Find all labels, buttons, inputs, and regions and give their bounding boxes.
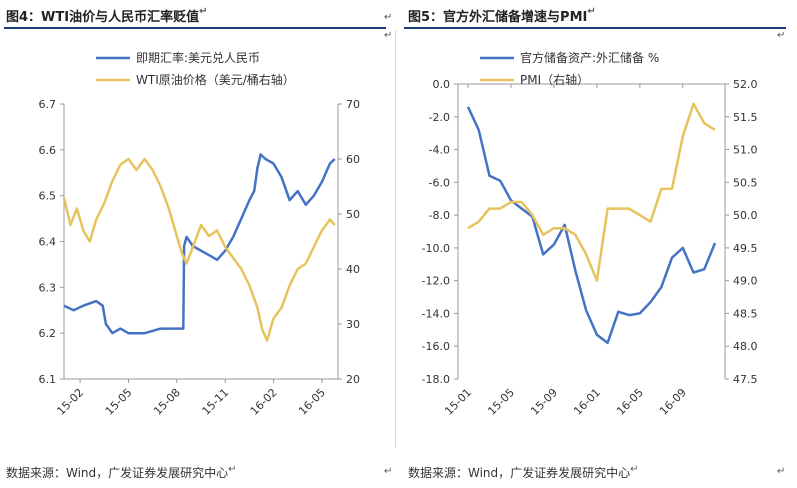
- right-source-note: 数据来源：Wind，广发证券发展研究中心 ↵: [408, 464, 639, 480]
- legend-label: 即期汇率:美元兑人民币: [136, 50, 260, 65]
- right-tick-label: 50.0: [733, 209, 758, 222]
- left-tick-label: -18.0: [422, 373, 450, 386]
- right-tick-label: 70: [346, 98, 360, 111]
- x-tick-label: 15-05: [485, 386, 517, 418]
- series-line-yellow: [467, 102, 716, 282]
- right-tick-label: 48.5: [733, 307, 758, 320]
- left-tick-label: 6.1: [39, 373, 57, 386]
- left-tick-label: -16.0: [422, 340, 450, 353]
- x-tick-label: 15-05: [103, 386, 135, 418]
- left-tick-label: -6.0: [429, 176, 450, 189]
- left-source-note: 数据来源：Wind，广发证券发展研究中心 ↵: [6, 464, 237, 480]
- right-tick-label: 20: [346, 373, 360, 386]
- right-tick-label: 49.5: [733, 242, 758, 255]
- x-tick-label: 16-01: [571, 386, 603, 418]
- left-chart: 6.1 6.2 6.3 6.4 6.5 6.6 6.7 20 30 40 50 60 70 15-02 15…: [39, 50, 361, 418]
- series-line-blue: [466, 106, 717, 345]
- right-tick-label: 52.0: [733, 78, 758, 91]
- paragraph-mark: ↵: [777, 466, 786, 477]
- left-tick-label: 6.6: [39, 144, 57, 157]
- right-tick-label: 48.0: [733, 340, 758, 353]
- left-title-rule: [4, 27, 386, 29]
- x-tick-label: 15-02: [54, 386, 86, 418]
- right-tick-label: 50: [346, 208, 360, 221]
- right-tick-label: 51.0: [733, 144, 758, 157]
- left-tick-label: -10.0: [422, 242, 450, 255]
- left-tick-label: -4.0: [429, 144, 450, 157]
- left-tick-label: 6.7: [39, 98, 57, 111]
- paragraph-mark: ↵: [777, 30, 786, 41]
- left-tick-label: 6.5: [39, 190, 57, 203]
- x-tick-label: 15-01: [442, 386, 474, 418]
- left-chart-title: 图4：WTI油价与人民币汇率贬值 ↵: [6, 6, 208, 25]
- right-tick-label: 47.5: [733, 373, 758, 386]
- paragraph-mark: ↵: [384, 12, 393, 23]
- right-tick-label: 40: [346, 263, 360, 276]
- right-chart: 0.0 -2.0 -4.0 -6.0 -8.0 -10.0 -12.0 -14.0 -16.0 -…: [422, 50, 758, 418]
- right-tick-label: 30: [346, 318, 360, 331]
- left-tick-label: 6.2: [39, 327, 57, 340]
- series-line-yellow: [62, 157, 336, 342]
- right-tick-label: 49.0: [733, 275, 758, 288]
- left-tick-label: 6.4: [39, 236, 57, 249]
- legend-label: PMI（右轴）: [520, 72, 589, 87]
- left-tick-label: 6.3: [39, 281, 57, 294]
- x-tick-label: 16-09: [657, 386, 689, 418]
- x-tick-label: 15-11: [200, 386, 232, 418]
- right-chart-title: 图5：官方外汇储备增速与PMI ↵: [408, 6, 596, 25]
- column-separator: [395, 30, 396, 448]
- left-tick-label: 0.0: [433, 78, 451, 91]
- left-tick-label: -14.0: [422, 307, 450, 320]
- legend-label: WTI原油价格（美元/桶右轴）: [136, 72, 295, 87]
- legend-label: 官方储备资产:外汇储备 %: [520, 50, 659, 65]
- x-tick-label: 15-09: [528, 386, 560, 418]
- right-tick-label: 51.5: [733, 111, 758, 124]
- left-tick-label: -2.0: [429, 111, 450, 124]
- right-title-rule: [404, 27, 786, 29]
- right-tick-label: 50.5: [733, 176, 758, 189]
- series-line-blue: [63, 153, 336, 335]
- paragraph-mark: ↵: [384, 466, 393, 477]
- left-tick-label: -12.0: [422, 275, 450, 288]
- right-tick-label: 60: [346, 153, 360, 166]
- x-tick-label: 16-05: [614, 386, 646, 418]
- left-tick-label: -8.0: [429, 209, 450, 222]
- x-tick-label: 16-02: [248, 386, 280, 418]
- x-tick-label: 16-05: [296, 386, 328, 418]
- x-tick-label: 15-08: [151, 386, 183, 418]
- paragraph-mark: ↵: [384, 30, 393, 41]
